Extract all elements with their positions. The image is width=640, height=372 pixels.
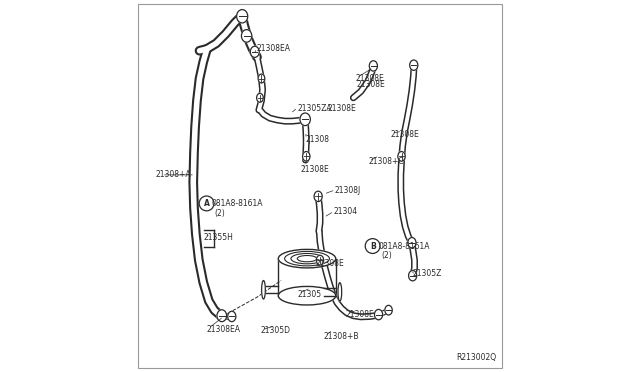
Ellipse shape bbox=[385, 305, 392, 315]
Ellipse shape bbox=[408, 237, 416, 248]
Ellipse shape bbox=[217, 310, 227, 322]
Text: 21304: 21304 bbox=[333, 208, 358, 217]
Text: 21305D: 21305D bbox=[260, 326, 291, 335]
Text: 21308: 21308 bbox=[305, 135, 329, 144]
Text: 21308+A: 21308+A bbox=[155, 170, 191, 179]
Ellipse shape bbox=[316, 255, 324, 265]
Ellipse shape bbox=[338, 283, 342, 301]
Text: 21308E: 21308E bbox=[301, 165, 330, 174]
Ellipse shape bbox=[410, 60, 418, 70]
Ellipse shape bbox=[237, 10, 248, 23]
Ellipse shape bbox=[408, 270, 417, 281]
Ellipse shape bbox=[303, 151, 310, 161]
Text: (2): (2) bbox=[381, 251, 392, 260]
Ellipse shape bbox=[278, 286, 336, 305]
Text: 081A8-8161A: 081A8-8161A bbox=[378, 241, 430, 250]
Text: 21305: 21305 bbox=[298, 290, 322, 299]
Ellipse shape bbox=[300, 113, 310, 126]
Text: (2): (2) bbox=[214, 209, 225, 218]
Text: 21308E: 21308E bbox=[346, 311, 374, 320]
Text: 21308E: 21308E bbox=[390, 129, 419, 139]
Text: 21308+C: 21308+C bbox=[368, 157, 404, 166]
Text: 21308J: 21308J bbox=[335, 186, 361, 195]
Text: 21308E: 21308E bbox=[316, 259, 344, 268]
Text: 21308EA: 21308EA bbox=[207, 325, 241, 334]
Text: A: A bbox=[204, 199, 209, 208]
Text: 081A8-8161A: 081A8-8161A bbox=[212, 199, 263, 208]
Ellipse shape bbox=[241, 30, 252, 42]
Text: B: B bbox=[370, 241, 376, 250]
Text: 21308EA: 21308EA bbox=[257, 44, 291, 53]
Ellipse shape bbox=[278, 249, 336, 268]
Text: 21305ZA: 21305ZA bbox=[298, 104, 332, 113]
Ellipse shape bbox=[250, 46, 259, 57]
Ellipse shape bbox=[369, 61, 378, 71]
Text: 21308E: 21308E bbox=[328, 104, 356, 113]
Ellipse shape bbox=[228, 311, 236, 322]
Ellipse shape bbox=[262, 280, 266, 299]
Ellipse shape bbox=[257, 93, 263, 102]
Ellipse shape bbox=[374, 310, 383, 320]
Text: 21308E: 21308E bbox=[356, 80, 385, 89]
Text: 21308+B: 21308+B bbox=[324, 332, 359, 341]
Text: R213002Q: R213002Q bbox=[456, 353, 496, 362]
Ellipse shape bbox=[314, 191, 322, 202]
Ellipse shape bbox=[398, 151, 405, 161]
Text: 21305Z: 21305Z bbox=[413, 269, 442, 278]
Text: 21308E: 21308E bbox=[355, 74, 384, 83]
Ellipse shape bbox=[258, 74, 265, 83]
Text: 21355H: 21355H bbox=[204, 233, 233, 243]
